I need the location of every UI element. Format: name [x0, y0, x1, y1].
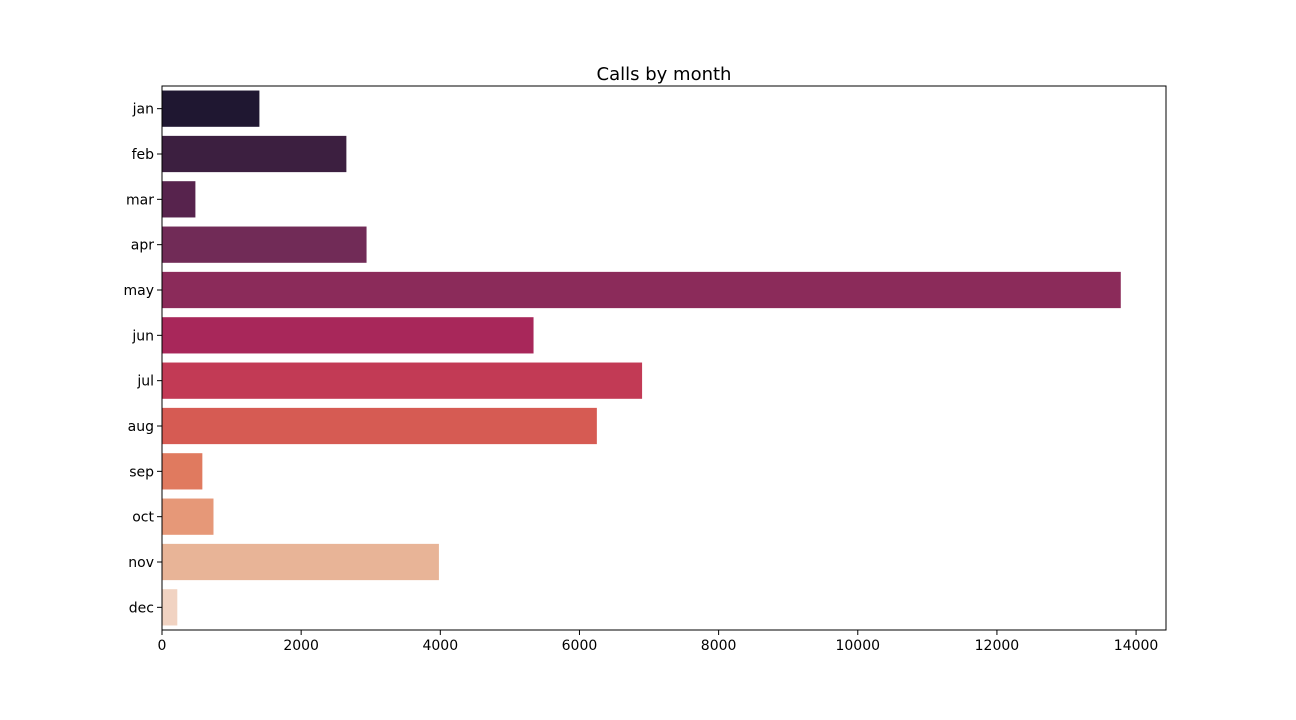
- y-tick-label: may: [123, 283, 154, 299]
- bar-nov: [162, 543, 439, 581]
- y-tick-label: oct: [132, 510, 154, 526]
- x-tick-label: 8000: [701, 638, 737, 654]
- x-tick-label: 4000: [422, 638, 458, 654]
- bar-jul: [162, 362, 643, 399]
- x-tick-label: 12000: [975, 638, 1020, 654]
- x-tick-label: 10000: [835, 638, 880, 654]
- bar-apr: [162, 226, 367, 263]
- x-tick-label: 0: [158, 638, 167, 654]
- y-tick-label: jul: [136, 374, 154, 390]
- bar-group: [162, 90, 1121, 626]
- bar-aug: [162, 407, 597, 445]
- bar-jun: [162, 317, 534, 354]
- x-axis: 0 2000 4000 6000 8000 10000 12000 14000: [158, 630, 1159, 654]
- y-tick-label: mar: [126, 192, 154, 208]
- bar-mar: [162, 181, 196, 218]
- bar-dec: [162, 589, 178, 626]
- y-tick-label: jan: [132, 102, 154, 118]
- y-tick-label: nov: [128, 555, 154, 571]
- bar-feb: [162, 135, 347, 173]
- bar-oct: [162, 498, 214, 535]
- bar-sep: [162, 453, 203, 490]
- y-tick-label: jun: [131, 328, 154, 344]
- bar-may: [162, 271, 1121, 309]
- y-tick-label: dec: [129, 600, 154, 616]
- y-tick-label: sep: [129, 464, 154, 480]
- plot-frame: [161, 85, 1167, 631]
- x-tick-label: 14000: [1114, 638, 1159, 654]
- y-tick-label: feb: [132, 147, 155, 163]
- chart-title: Calls by month: [597, 64, 732, 85]
- y-tick-label: aug: [128, 419, 154, 435]
- x-tick-label: 2000: [283, 638, 319, 654]
- x-tick-label: 6000: [562, 638, 598, 654]
- y-axis: jan feb mar apr may jun jul aug sep oct nov dec: [123, 102, 162, 616]
- bar-jan: [162, 90, 260, 127]
- y-tick-label: apr: [131, 238, 154, 254]
